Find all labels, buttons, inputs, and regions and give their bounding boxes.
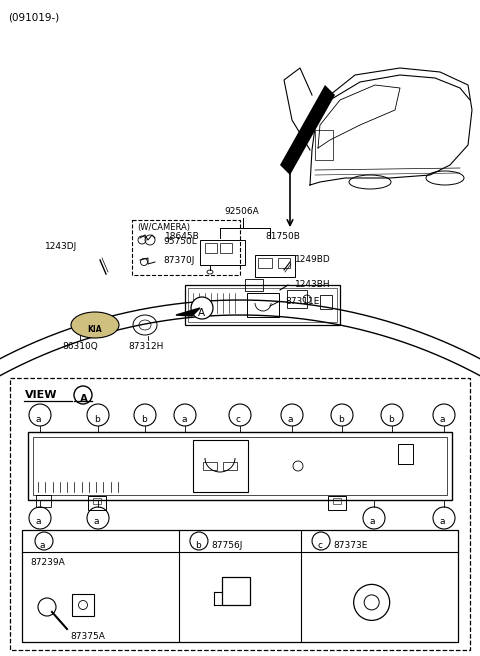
Text: a: a <box>440 518 445 527</box>
Text: 87239A: 87239A <box>30 558 65 567</box>
Bar <box>223 462 237 470</box>
Text: a: a <box>40 541 46 550</box>
Text: c: c <box>236 415 241 424</box>
Text: b: b <box>94 415 100 424</box>
Text: a: a <box>181 415 187 424</box>
Bar <box>398 444 413 464</box>
Text: A: A <box>80 394 88 404</box>
Bar <box>200 240 245 265</box>
Bar <box>258 258 272 268</box>
Bar <box>93 498 101 504</box>
Bar <box>193 440 248 492</box>
Bar <box>185 285 340 325</box>
Text: a: a <box>440 415 445 424</box>
Bar <box>203 462 217 470</box>
Text: b: b <box>195 541 201 550</box>
Text: 92506A: 92506A <box>224 207 259 216</box>
Bar <box>10 378 470 650</box>
Text: a: a <box>370 518 375 527</box>
Bar <box>328 496 346 510</box>
Text: 18645B: 18645B <box>165 232 200 241</box>
Text: (091019-): (091019-) <box>8 12 59 22</box>
Bar <box>188 288 337 322</box>
Text: 86310Q: 86310Q <box>62 342 98 351</box>
Ellipse shape <box>71 312 119 338</box>
Text: a: a <box>288 415 293 424</box>
Bar <box>205 243 217 253</box>
Text: (W/CAMERA): (W/CAMERA) <box>137 223 190 232</box>
Text: 87756J: 87756J <box>211 541 242 550</box>
Text: a: a <box>94 518 99 527</box>
Text: 87373E: 87373E <box>333 541 367 550</box>
Text: VIEW: VIEW <box>25 390 58 400</box>
Bar <box>245 279 263 291</box>
Bar <box>333 498 341 504</box>
Text: 87375A: 87375A <box>70 632 105 641</box>
Text: 1249BD: 1249BD <box>295 255 331 264</box>
Text: KIA: KIA <box>87 325 102 333</box>
Bar <box>278 258 290 268</box>
Bar <box>88 496 106 510</box>
Bar <box>36 495 51 507</box>
Bar <box>255 255 295 277</box>
Text: a: a <box>36 415 41 424</box>
Text: 1243DJ: 1243DJ <box>45 242 77 251</box>
Bar <box>287 290 307 308</box>
Text: 81750B: 81750B <box>265 232 300 241</box>
Bar <box>320 295 332 309</box>
Text: a: a <box>36 518 41 527</box>
Bar <box>220 243 232 253</box>
Polygon shape <box>280 85 335 175</box>
Text: 95750L: 95750L <box>163 237 197 246</box>
Text: A: A <box>198 308 205 318</box>
Text: 1243BH: 1243BH <box>295 280 331 289</box>
Text: b: b <box>141 415 147 424</box>
Text: 87370J: 87370J <box>163 256 194 265</box>
Bar <box>132 220 240 275</box>
Text: b: b <box>338 415 344 424</box>
Text: 87311E: 87311E <box>285 297 319 306</box>
Bar <box>72 594 94 616</box>
Circle shape <box>191 297 213 319</box>
Text: 87312H: 87312H <box>128 342 163 351</box>
Text: c: c <box>317 541 322 550</box>
Text: b: b <box>388 415 394 424</box>
Bar <box>315 130 333 160</box>
Bar <box>33 437 447 495</box>
Bar <box>247 293 279 317</box>
Bar <box>28 432 452 500</box>
Bar <box>22 530 458 642</box>
Polygon shape <box>176 308 200 316</box>
Bar <box>222 577 250 605</box>
